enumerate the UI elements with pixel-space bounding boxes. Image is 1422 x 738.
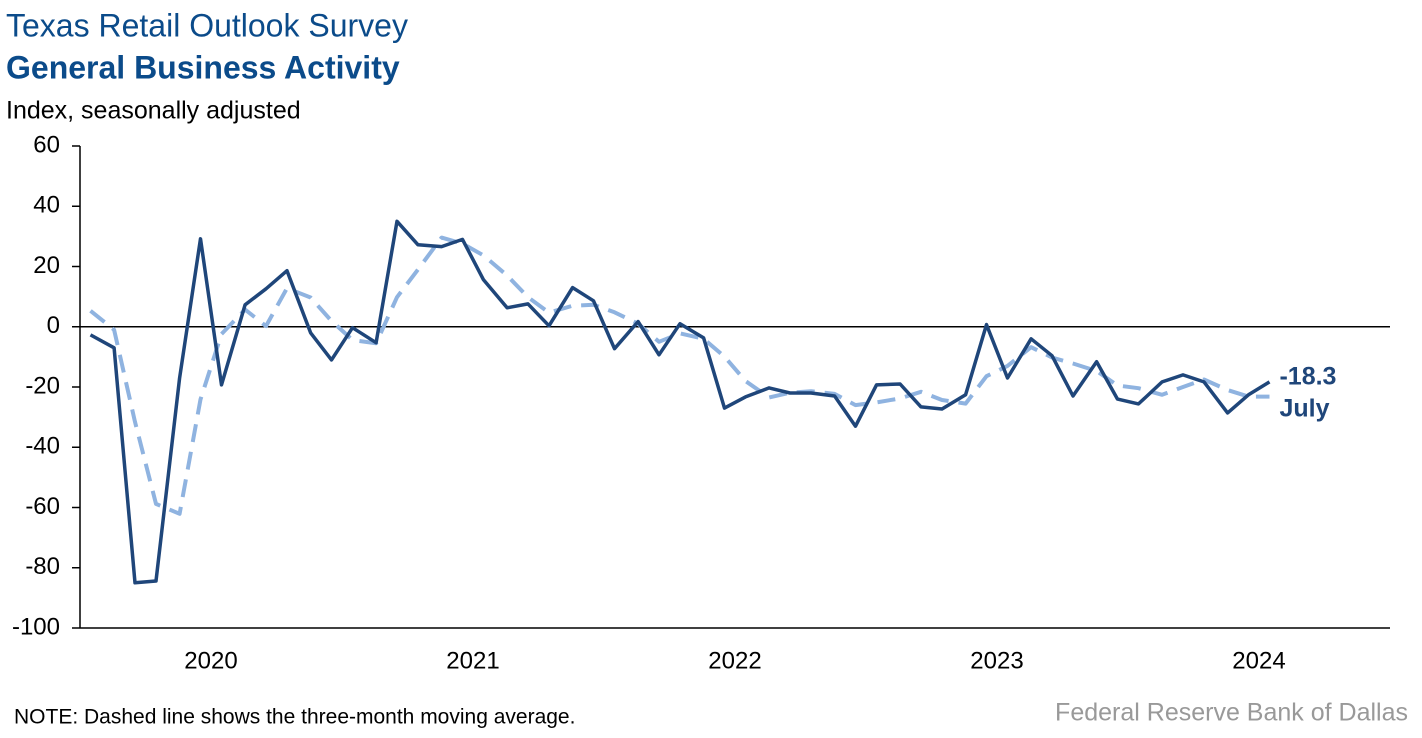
x-tick-label: 2021 xyxy=(446,647,499,674)
chart-title: Texas Retail Outlook Survey xyxy=(6,7,408,43)
x-tick-label: 2022 xyxy=(708,647,761,674)
x-tick-label: 2020 xyxy=(184,647,237,674)
source: Federal Reserve Bank of Dallas xyxy=(1055,699,1408,727)
y-tick-label: -60 xyxy=(25,493,60,520)
y-tick-label: 60 xyxy=(33,131,60,158)
x-tick-label: 2023 xyxy=(970,647,1023,674)
chart-subtitle: General Business Activity xyxy=(6,49,400,85)
y-tick-label: -40 xyxy=(25,433,60,460)
y-tick-label: -80 xyxy=(25,553,60,580)
y-tick-label: 20 xyxy=(33,252,60,279)
note: NOTE: Dashed line shows the three-month … xyxy=(14,706,575,729)
last-value-label: -18.3 xyxy=(1279,363,1336,391)
moving-average-line xyxy=(89,235,1270,516)
y-tick-label: -20 xyxy=(25,372,60,399)
y-tick-label: 40 xyxy=(33,192,60,219)
index-line xyxy=(89,219,1271,585)
y-tick-label: -100 xyxy=(12,613,60,640)
y-axis-label: Index, seasonally adjusted xyxy=(6,97,301,125)
annotation: July xyxy=(1279,395,1329,423)
y-tick-label: 0 xyxy=(47,312,60,339)
x-tick-label: 2024 xyxy=(1232,647,1285,674)
